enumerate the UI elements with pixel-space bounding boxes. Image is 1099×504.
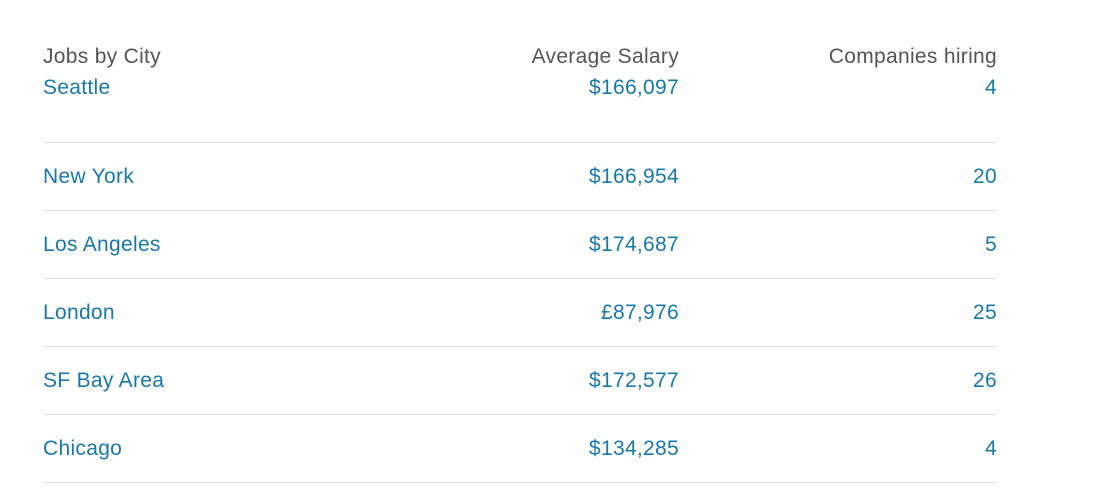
city-link-seattle[interactable]: Seattle (43, 76, 111, 99)
table-row: Seattle $166,097 4 (43, 74, 997, 143)
salary-value: $174,687 (589, 232, 679, 256)
table-row: New York $166,954 20 (43, 143, 997, 211)
city-link-los-angeles[interactable]: Los Angeles (43, 232, 161, 256)
header-city: Jobs by City (43, 45, 161, 68)
companies-count-link[interactable]: 20 (973, 164, 997, 188)
companies-count-link[interactable]: 26 (973, 368, 997, 392)
table-header: Jobs by City Average Salary Companies hi… (43, 40, 997, 74)
city-link-london[interactable]: London (43, 300, 115, 324)
table-row: Los Angeles $174,687 5 (43, 211, 997, 279)
companies-count-link[interactable]: 4 (985, 76, 997, 99)
table-row: SF Bay Area $172,577 26 (43, 347, 997, 415)
table-body: Seattle $166,097 4 New York $166,954 20 … (43, 74, 997, 483)
companies-count-link[interactable]: 5 (985, 232, 997, 256)
header-average-salary: Average Salary (531, 45, 679, 68)
city-link-new-york[interactable]: New York (43, 164, 135, 188)
companies-count-link[interactable]: 25 (973, 300, 997, 324)
salary-value: $172,577 (589, 368, 679, 392)
salary-value: $134,285 (589, 436, 679, 460)
header-companies-hiring: Companies hiring (828, 45, 997, 68)
city-link-chicago[interactable]: Chicago (43, 436, 123, 460)
salary-value: $166,954 (589, 164, 679, 188)
companies-count-link[interactable]: 4 (985, 436, 997, 460)
table-row: Chicago $134,285 4 (43, 415, 997, 483)
jobs-by-city-table: Jobs by City Average Salary Companies hi… (43, 40, 997, 483)
salary-value: £87,976 (600, 300, 679, 324)
city-link-sf-bay-area[interactable]: SF Bay Area (43, 368, 165, 392)
salary-value: $166,097 (589, 76, 679, 99)
table-row: London £87,976 25 (43, 279, 997, 347)
